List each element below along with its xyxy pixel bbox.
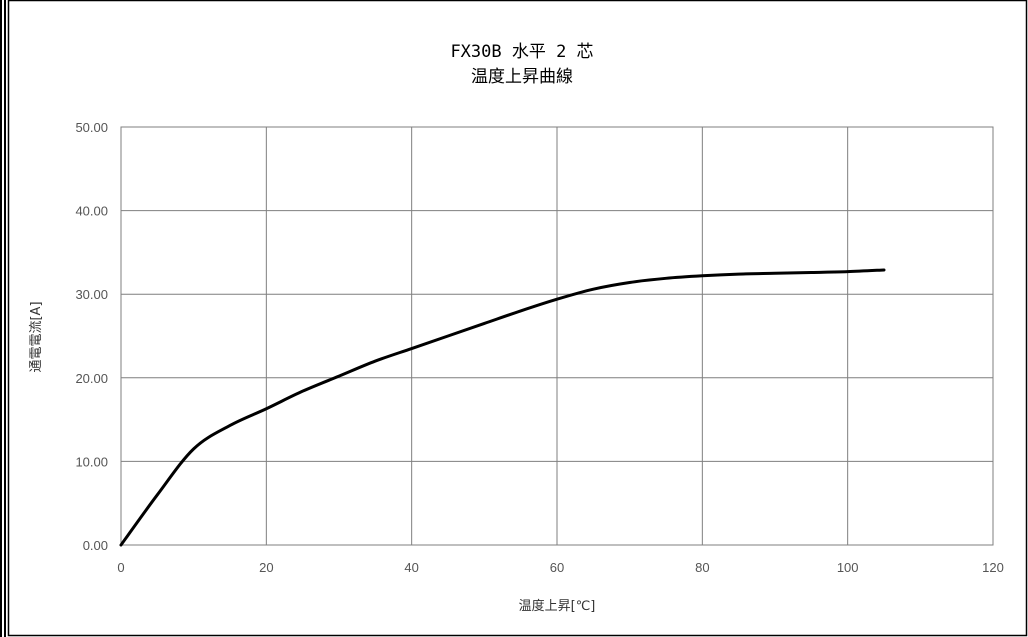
x-tick-label: 20 (259, 560, 273, 575)
y-axis-title: 通電電流[A] (29, 301, 44, 372)
x-tick-label: 120 (982, 560, 1004, 575)
chart-title: FX30B 水平 2 芯 (450, 42, 593, 62)
plot-area (120, 126, 994, 546)
chart-subtitle: 温度上昇曲線 (471, 67, 573, 87)
x-tick-label: 0 (117, 560, 124, 575)
y-tick-label: 10.00 (75, 454, 108, 469)
tick-labels: 0 20 40 60 80 100 120 0.00 10.00 20.00 30.00 40.00 5… (75, 120, 1003, 575)
x-tick-label: 60 (550, 560, 564, 575)
y-tick-label: 20.00 (75, 371, 108, 386)
y-tick-label: 30.00 (75, 287, 108, 302)
series-line (119, 268, 886, 547)
x-tick-label: 80 (695, 560, 709, 575)
x-axis-title: 温度上昇[℃] (519, 598, 596, 614)
x-tick-label: 100 (837, 560, 859, 575)
series-layer (119, 268, 886, 547)
chart-border (7, 0, 1028, 637)
y-tick-label: 40.00 (75, 204, 108, 219)
x-tick-label: 40 (404, 560, 418, 575)
y-tick-label: 50.00 (75, 120, 108, 135)
y-tick-label: 0.00 (83, 538, 108, 553)
